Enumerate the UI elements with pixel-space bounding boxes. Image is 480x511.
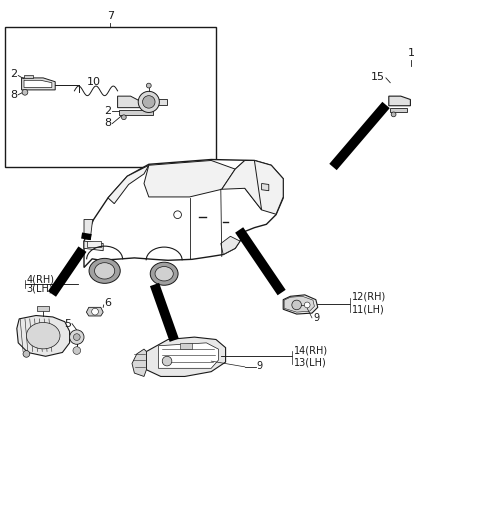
Text: 2: 2 [104,106,111,117]
Circle shape [162,356,172,366]
Polygon shape [389,96,410,106]
Circle shape [23,351,30,357]
Circle shape [121,115,126,120]
Circle shape [73,346,81,355]
Bar [37,306,49,311]
Polygon shape [221,236,240,254]
Polygon shape [17,315,70,356]
Polygon shape [390,108,407,112]
Circle shape [70,330,84,344]
Circle shape [391,112,396,117]
Polygon shape [157,99,167,105]
Text: 3(LH): 3(LH) [26,283,53,293]
Text: 15: 15 [371,72,385,82]
Ellipse shape [26,322,60,349]
Polygon shape [146,337,226,377]
Text: 11(LH): 11(LH) [352,304,384,314]
Ellipse shape [95,263,115,279]
Circle shape [304,302,310,308]
Circle shape [73,334,80,340]
Polygon shape [24,76,33,78]
Text: 14(RH): 14(RH) [294,345,328,356]
Polygon shape [180,343,192,349]
Polygon shape [108,165,149,204]
Circle shape [174,211,181,219]
Ellipse shape [89,259,120,283]
Polygon shape [22,78,55,90]
Bar [87,241,101,247]
Circle shape [146,83,151,88]
Text: 10: 10 [86,77,101,87]
Text: 9: 9 [313,313,319,323]
Polygon shape [283,295,318,314]
Text: 9: 9 [257,361,263,371]
Polygon shape [144,160,235,197]
Polygon shape [84,241,103,251]
Polygon shape [119,110,153,115]
Polygon shape [86,307,103,316]
Text: 7: 7 [107,11,114,21]
Circle shape [22,89,28,95]
Polygon shape [284,296,314,312]
Text: 13(LH): 13(LH) [294,357,326,367]
Circle shape [92,308,98,315]
Polygon shape [132,349,146,377]
Polygon shape [158,343,218,368]
Text: 5: 5 [64,319,71,329]
Polygon shape [84,220,93,240]
Text: 1: 1 [408,48,414,58]
Text: 2: 2 [10,69,17,79]
Ellipse shape [150,262,178,285]
Ellipse shape [155,267,173,281]
Circle shape [138,91,159,112]
Text: 8: 8 [10,90,17,100]
Text: 4(RH): 4(RH) [26,274,54,285]
Polygon shape [84,159,283,267]
Text: 6: 6 [105,298,112,309]
Polygon shape [262,183,269,191]
FancyBboxPatch shape [5,28,216,167]
Polygon shape [118,96,142,108]
Text: 8: 8 [104,119,111,128]
Circle shape [292,300,301,310]
Text: 12(RH): 12(RH) [352,292,386,302]
Circle shape [143,96,155,108]
Polygon shape [222,160,262,210]
Polygon shape [235,160,283,214]
Polygon shape [24,80,52,87]
